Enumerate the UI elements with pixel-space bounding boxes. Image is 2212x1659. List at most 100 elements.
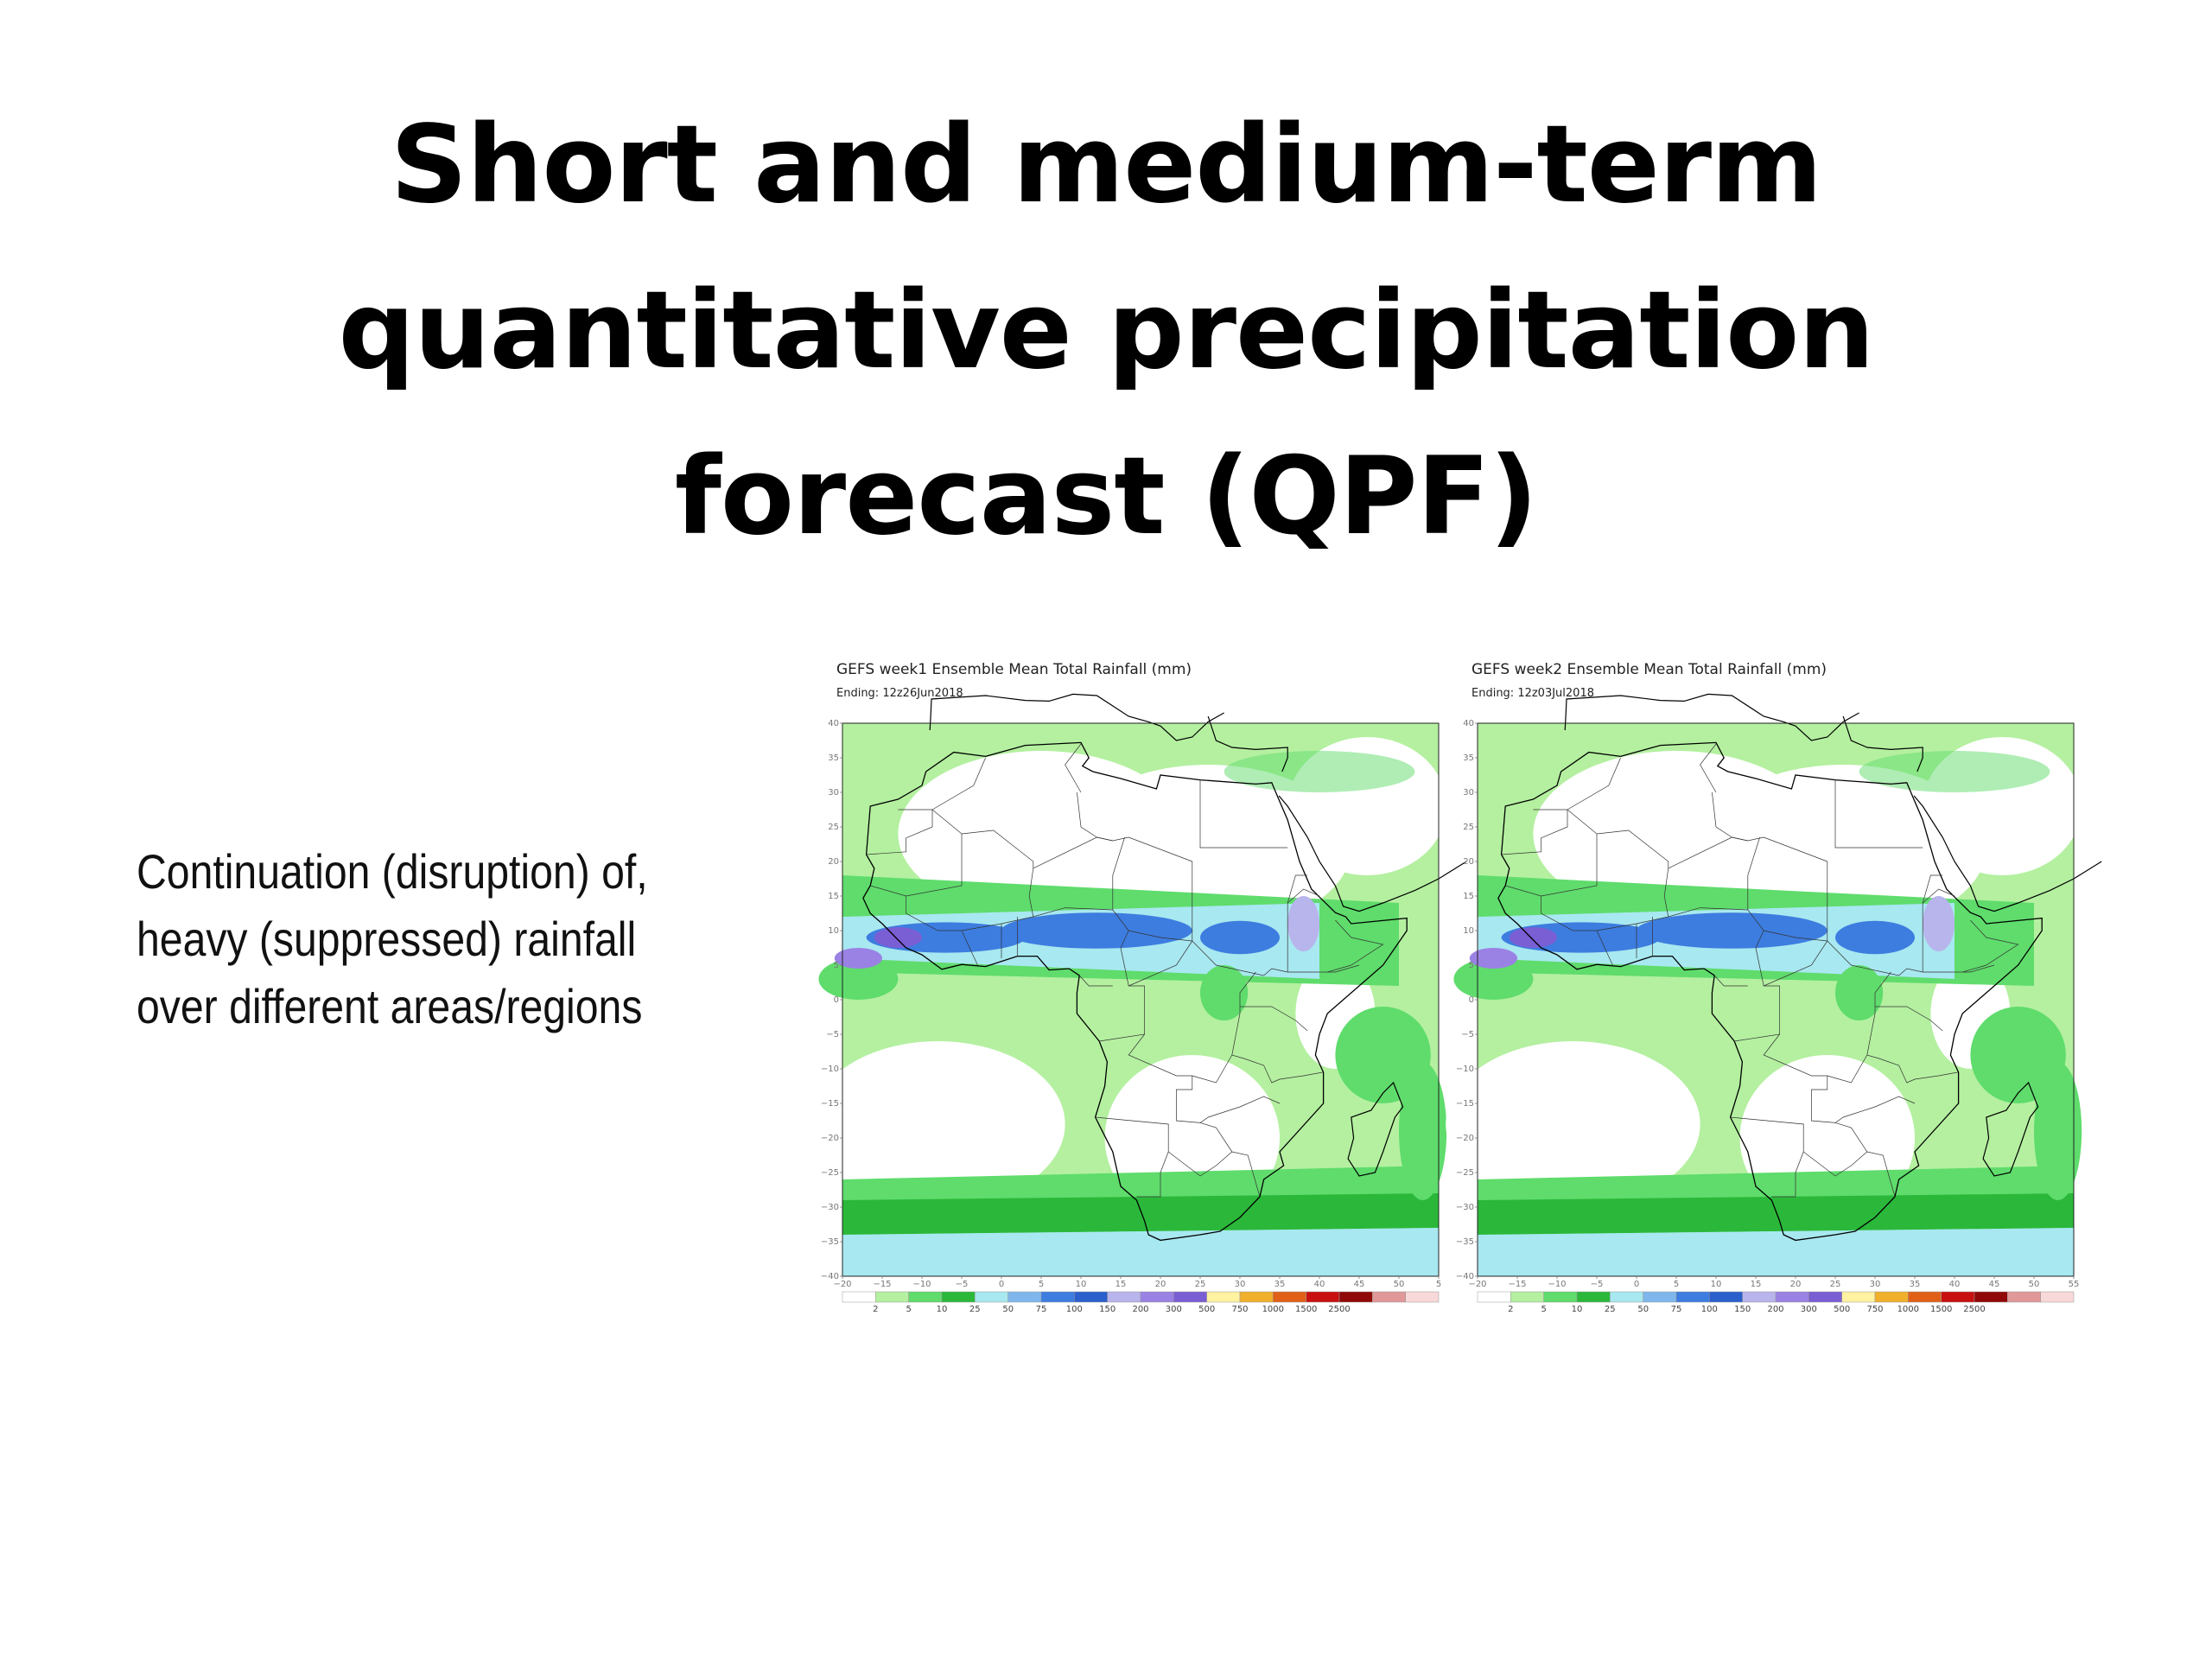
lat-tick-label: −5: [1461, 1030, 1474, 1039]
legend-label: 75: [1036, 1305, 1047, 1314]
country-border: [1099, 930, 1145, 1042]
legend-label: 750: [1231, 1305, 1248, 1314]
lat-tick-label: −20: [1456, 1134, 1474, 1143]
country-border: [1567, 757, 1621, 810]
body-text: Continuation (disruption) of, heavy (sup…: [137, 838, 702, 1040]
lon-tick-label: −10: [912, 1280, 931, 1289]
legend-label: 1500: [1295, 1305, 1317, 1314]
title-line: quantitative precipitation: [338, 269, 1874, 393]
map-subtitle: Ending: 12z26Jun2018: [836, 687, 963, 700]
legend-label: 200: [1132, 1305, 1148, 1314]
country-border: [870, 809, 963, 897]
legend-swatch: [1206, 1291, 1241, 1303]
country-border: [1663, 868, 1669, 918]
rainfall-map-week2: 4035302520151050−5−10−15−20−25−30−35−40−…: [1446, 693, 2102, 1314]
lon-tick-label: 55: [2069, 1280, 2080, 1289]
lon-tick-label: 0: [999, 1280, 1004, 1289]
country-border: [1255, 1182, 1261, 1198]
lat-tick-label: −30: [1456, 1203, 1474, 1212]
legend-label: 150: [1734, 1305, 1751, 1314]
legend-label: 10: [937, 1305, 948, 1314]
country-border: [1962, 919, 2019, 973]
country-border: [1199, 779, 1288, 849]
lat-tick-label: 10: [828, 926, 839, 936]
country-border: [1866, 971, 1891, 1056]
map-title: GEFS week2 Ensemble Mean Total Rainfall …: [1471, 661, 1827, 678]
cool-ocean-band: [1478, 1228, 2074, 1276]
very-heavy-rain-core: [1469, 948, 1517, 969]
country-border: [1167, 1151, 1256, 1184]
legend-label: 25: [1605, 1305, 1616, 1314]
lat-tick-label: 10: [1463, 926, 1474, 936]
madagascar-coastline: [1347, 1081, 1404, 1177]
legend-label: 750: [1866, 1305, 1883, 1314]
lon-tick-label: 45: [1989, 1280, 2000, 1289]
heavy-rain-band: [1478, 1193, 2074, 1235]
lon-tick-label: 30: [1235, 1280, 1246, 1289]
country-border: [1734, 930, 1780, 1042]
legend-swatch: [1477, 1291, 1511, 1303]
lon-tick-label: 40: [1949, 1280, 1961, 1289]
lon-tick-label: −15: [873, 1280, 891, 1289]
legend-label: 200: [1767, 1305, 1783, 1314]
legend-label: 300: [1801, 1305, 1817, 1314]
legend-swatch: [1405, 1291, 1440, 1303]
map-subtitle: Ending: 12z03Jul2018: [1471, 687, 1594, 700]
map-panel-week2: GEFS week2 Ensemble Mean Total Rainfall …: [1446, 661, 2102, 1318]
country-border: [931, 757, 986, 810]
title-line: forecast (QPF): [674, 435, 1538, 559]
legend-swatch: [1675, 1291, 1710, 1303]
legend-swatch: [1543, 1291, 1578, 1303]
lon-tick-label: 20: [1790, 1280, 1802, 1289]
legend-label: 100: [1701, 1305, 1718, 1314]
moderate-rain-area: [1224, 751, 1415, 792]
turkey-coastline: [1207, 715, 1288, 772]
moderate-rain-area: [2034, 1062, 2082, 1200]
country-border: [1287, 874, 1308, 972]
country-border: [906, 896, 1192, 942]
legend-swatch: [1974, 1291, 2008, 1303]
africa-coastline: [1497, 741, 2043, 1242]
country-border: [1065, 743, 1082, 793]
legend-swatch: [2040, 1291, 2075, 1303]
lat-tick-label: −40: [821, 1272, 839, 1281]
country-border: [1596, 930, 1613, 966]
lat-tick-label: −10: [1456, 1065, 1474, 1074]
lat-tick-label: −25: [1456, 1168, 1474, 1178]
country-border: [1834, 1122, 1868, 1153]
body-line: heavy (suppressed) rainfall: [137, 912, 637, 966]
dry-area: [1446, 1041, 1700, 1207]
country-border: [1827, 1054, 1958, 1084]
lon-tick-label: 40: [1314, 1280, 1325, 1289]
lat-tick-label: 20: [828, 857, 839, 867]
lon-tick-label: 5: [1039, 1280, 1044, 1289]
heavy-rain-core: [1637, 912, 1827, 949]
moderate-rain-area: [1970, 1007, 2066, 1103]
legend-label: 1500: [1930, 1305, 1952, 1314]
lat-tick-label: −30: [821, 1203, 839, 1212]
legend-label: 2: [873, 1305, 878, 1314]
lat-tick-label: 15: [1463, 892, 1474, 901]
cool-ocean-band: [842, 1228, 1439, 1276]
lat-tick-label: 5: [834, 961, 839, 970]
legend-swatch: [1874, 1291, 1909, 1303]
moderate-rain-area: [1200, 965, 1249, 1020]
very-heavy-rain-core: [874, 927, 922, 948]
legend-swatch: [2007, 1291, 2041, 1303]
lon-tick-label: 5: [1674, 1280, 1679, 1289]
arabia-coastline: [1278, 795, 1467, 912]
legend-swatch: [1610, 1291, 1643, 1303]
title-line: Short and medium-term: [390, 103, 1823, 227]
lon-tick-label: 50: [1394, 1280, 1405, 1289]
legend-label: 150: [1099, 1305, 1116, 1314]
country-border: [1096, 836, 1192, 862]
legend-swatch: [1941, 1291, 1975, 1303]
rainfall-map-week1: 4035302520151050−5−10−15−20−25−30−35−40−…: [810, 693, 1467, 1314]
body-line: over different areas/regions: [137, 979, 643, 1033]
legend-label: 2500: [1328, 1305, 1350, 1314]
legend-swatch: [908, 1291, 943, 1303]
madagascar-coastline: [1982, 1081, 2039, 1177]
lat-tick-label: 40: [828, 719, 839, 728]
lon-tick-label: 35: [1274, 1280, 1286, 1289]
legend-swatch: [1643, 1291, 1677, 1303]
